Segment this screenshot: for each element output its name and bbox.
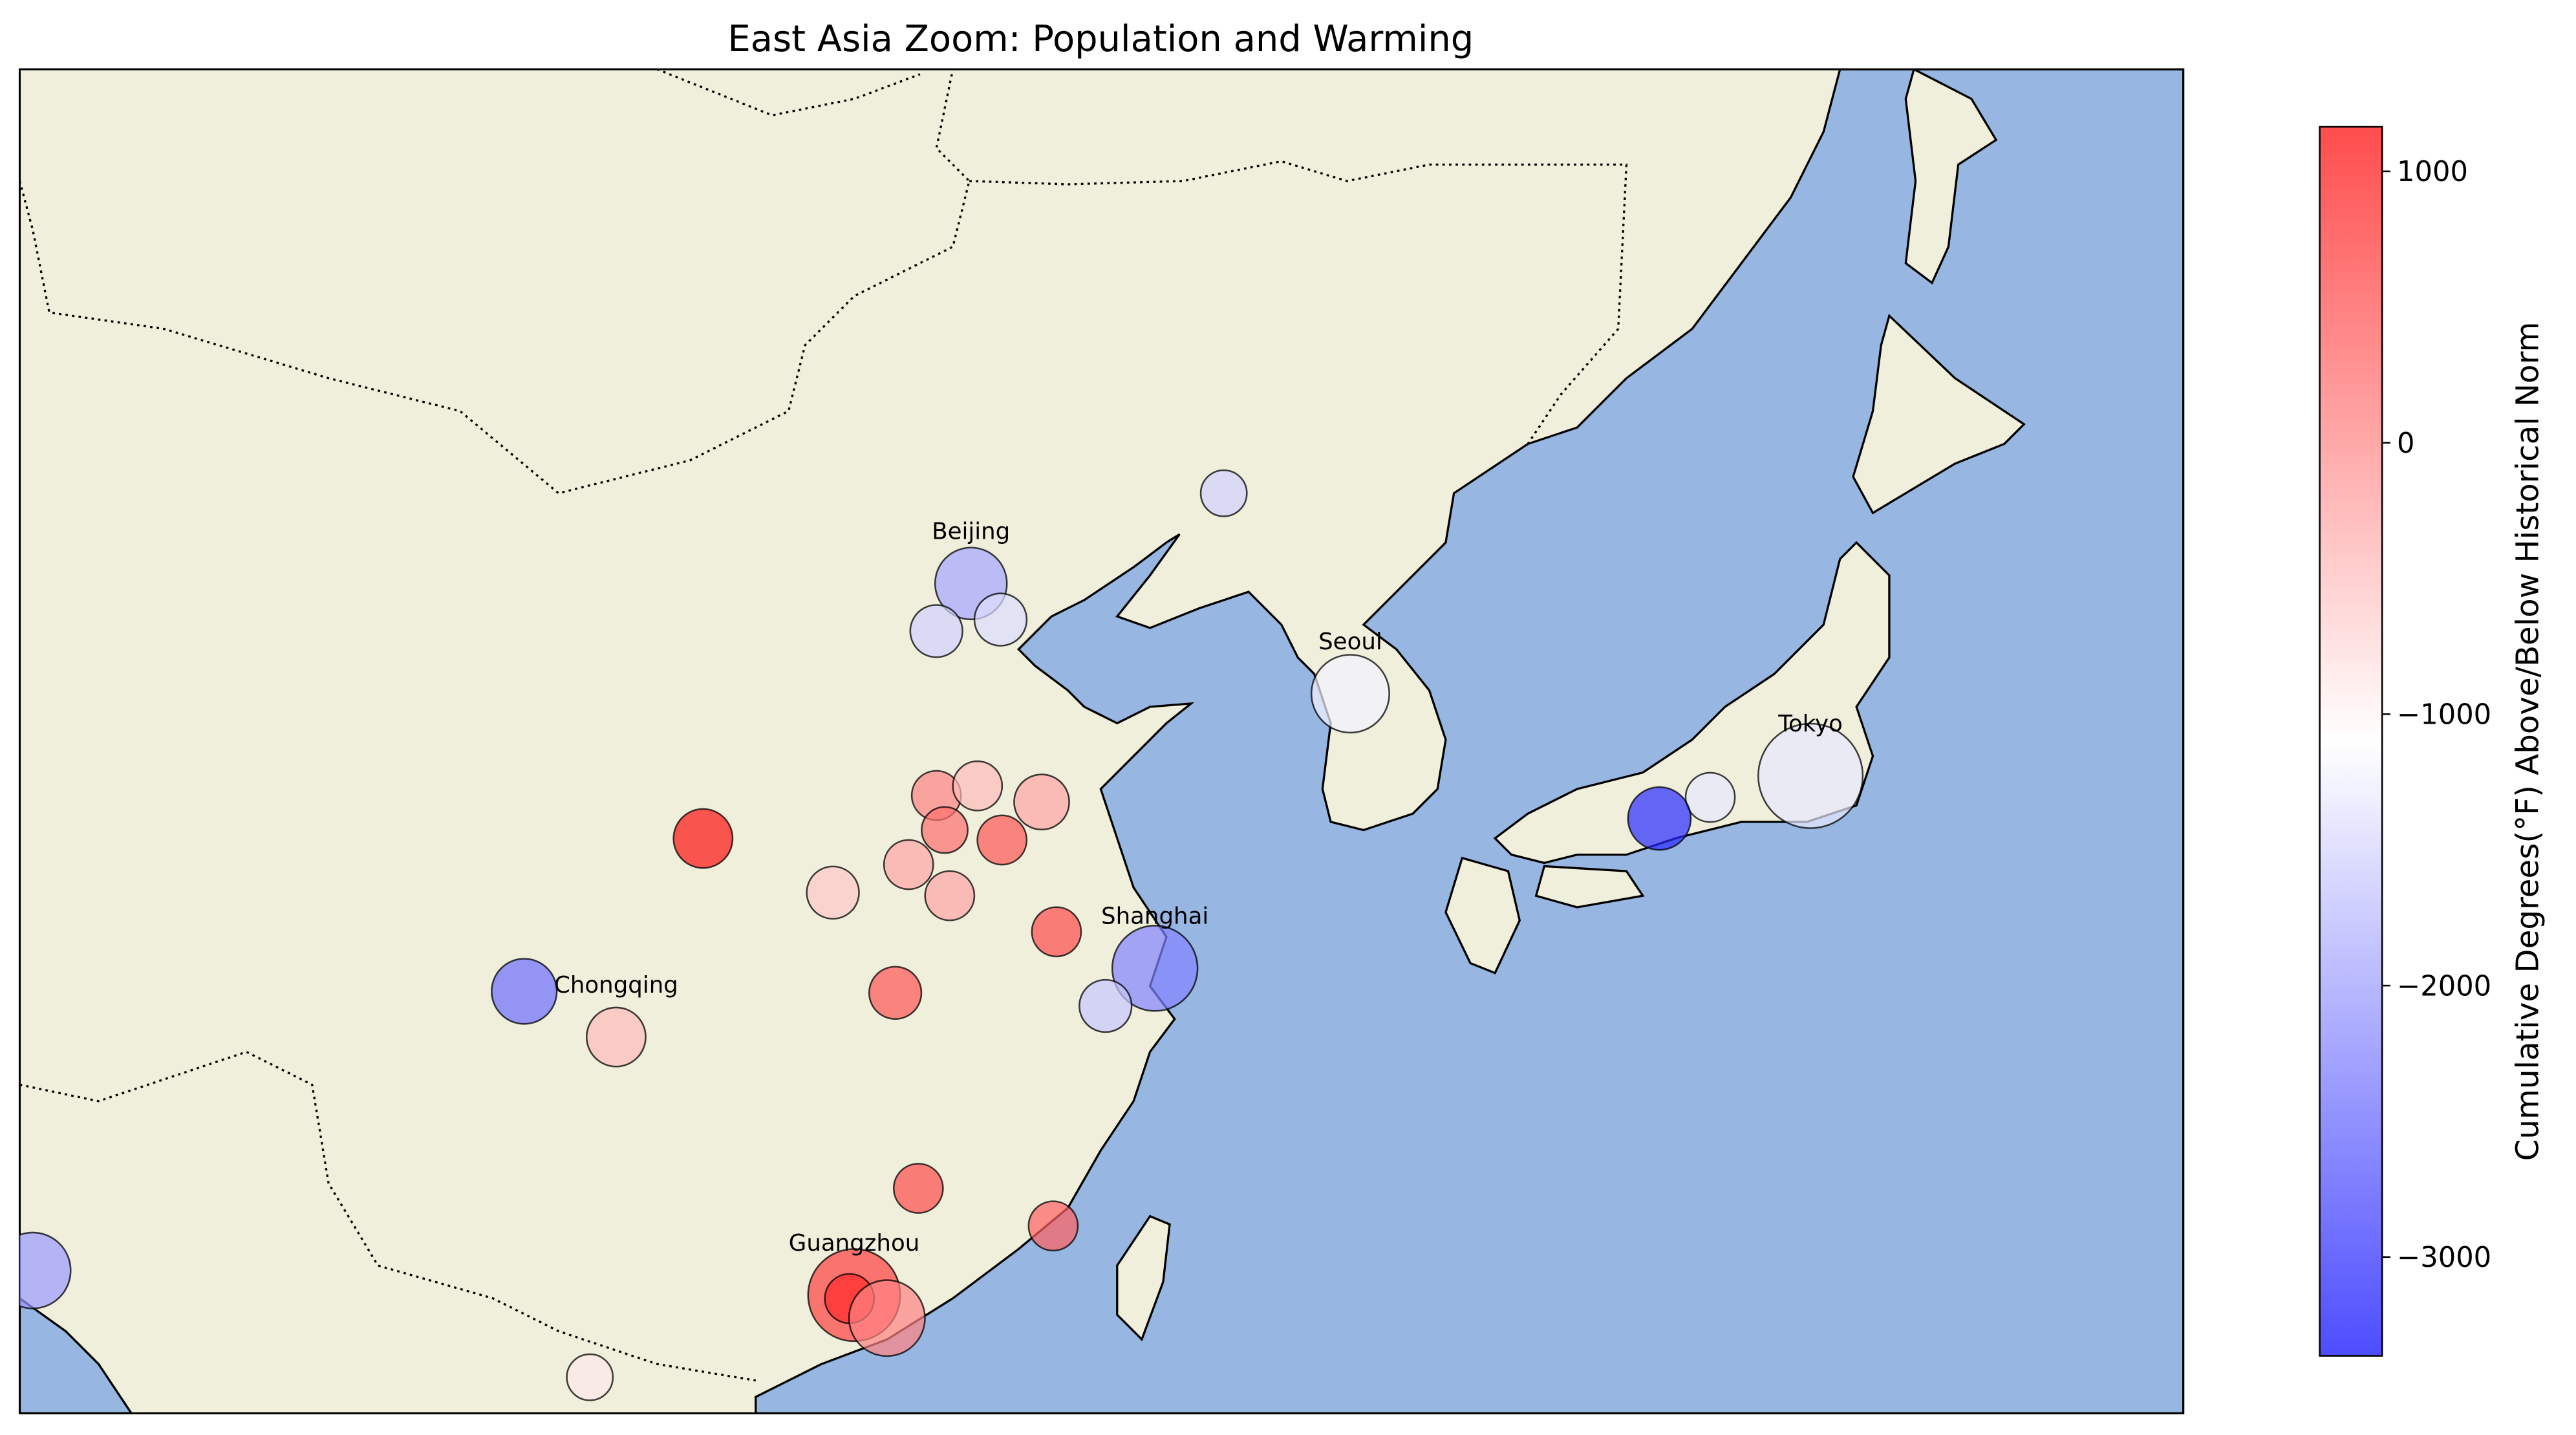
city-label: Beijing [932, 519, 1010, 545]
city-point [1027, 1200, 1079, 1252]
city-point [1031, 906, 1082, 958]
city-point [672, 808, 734, 869]
city-point [586, 1006, 647, 1068]
city-point [909, 604, 963, 658]
city-point [883, 839, 934, 890]
city-point [892, 1163, 944, 1214]
colorbar [2319, 125, 2383, 1357]
sakhalin [1904, 69, 1998, 285]
hokkaido [1852, 314, 2026, 515]
city-label: Chongqing [554, 972, 678, 998]
city-point [1199, 469, 1248, 517]
city-point [491, 958, 558, 1025]
sea [755, 69, 2184, 1414]
city-point [924, 870, 976, 922]
colorbar-tick-label: −2000 [2397, 970, 2491, 1002]
city-point [1627, 786, 1692, 851]
kyushu [1444, 856, 1521, 975]
city-point [566, 1353, 614, 1401]
city-point [952, 760, 1004, 812]
city-point [1013, 773, 1070, 831]
city-point [1079, 978, 1133, 1033]
border [656, 69, 921, 117]
shikoku [1534, 865, 1645, 909]
colorbar-tick-label: −1000 [2397, 699, 2491, 731]
city-point [868, 966, 923, 1020]
colorbar-tick-label: 1000 [2397, 156, 2468, 188]
city-point [921, 806, 969, 854]
colorbar-tick-label: 0 [2397, 427, 2414, 460]
map [19, 69, 2184, 1414]
border [19, 1050, 757, 1382]
taiwan [1116, 1214, 1171, 1342]
city-point [1757, 722, 1864, 829]
map-frame [18, 68, 2185, 1415]
colorbar-tick-label: −3000 [2397, 1242, 2491, 1274]
city-point [806, 865, 860, 920]
chart-title: East Asia Zoom: Population and Warming [727, 18, 1474, 60]
sea [19, 1297, 133, 1414]
city-label: Guangzhou [789, 1230, 920, 1257]
city-point [848, 1279, 926, 1357]
border [19, 69, 971, 495]
city-label: Shanghai [1101, 903, 1208, 930]
city-point [1111, 925, 1199, 1012]
city-point [976, 814, 1028, 866]
colorbar-label: Cumulative Degrees(°F) Above/Below Histo… [2510, 321, 2546, 1161]
city-label: Tokyo [1777, 711, 1843, 737]
city-point [973, 592, 1028, 647]
points [19, 469, 1864, 1401]
city-label: Seoul [1318, 629, 1382, 655]
city-point [19, 1231, 72, 1310]
city-point [1684, 771, 1736, 823]
city-point [1310, 654, 1390, 734]
